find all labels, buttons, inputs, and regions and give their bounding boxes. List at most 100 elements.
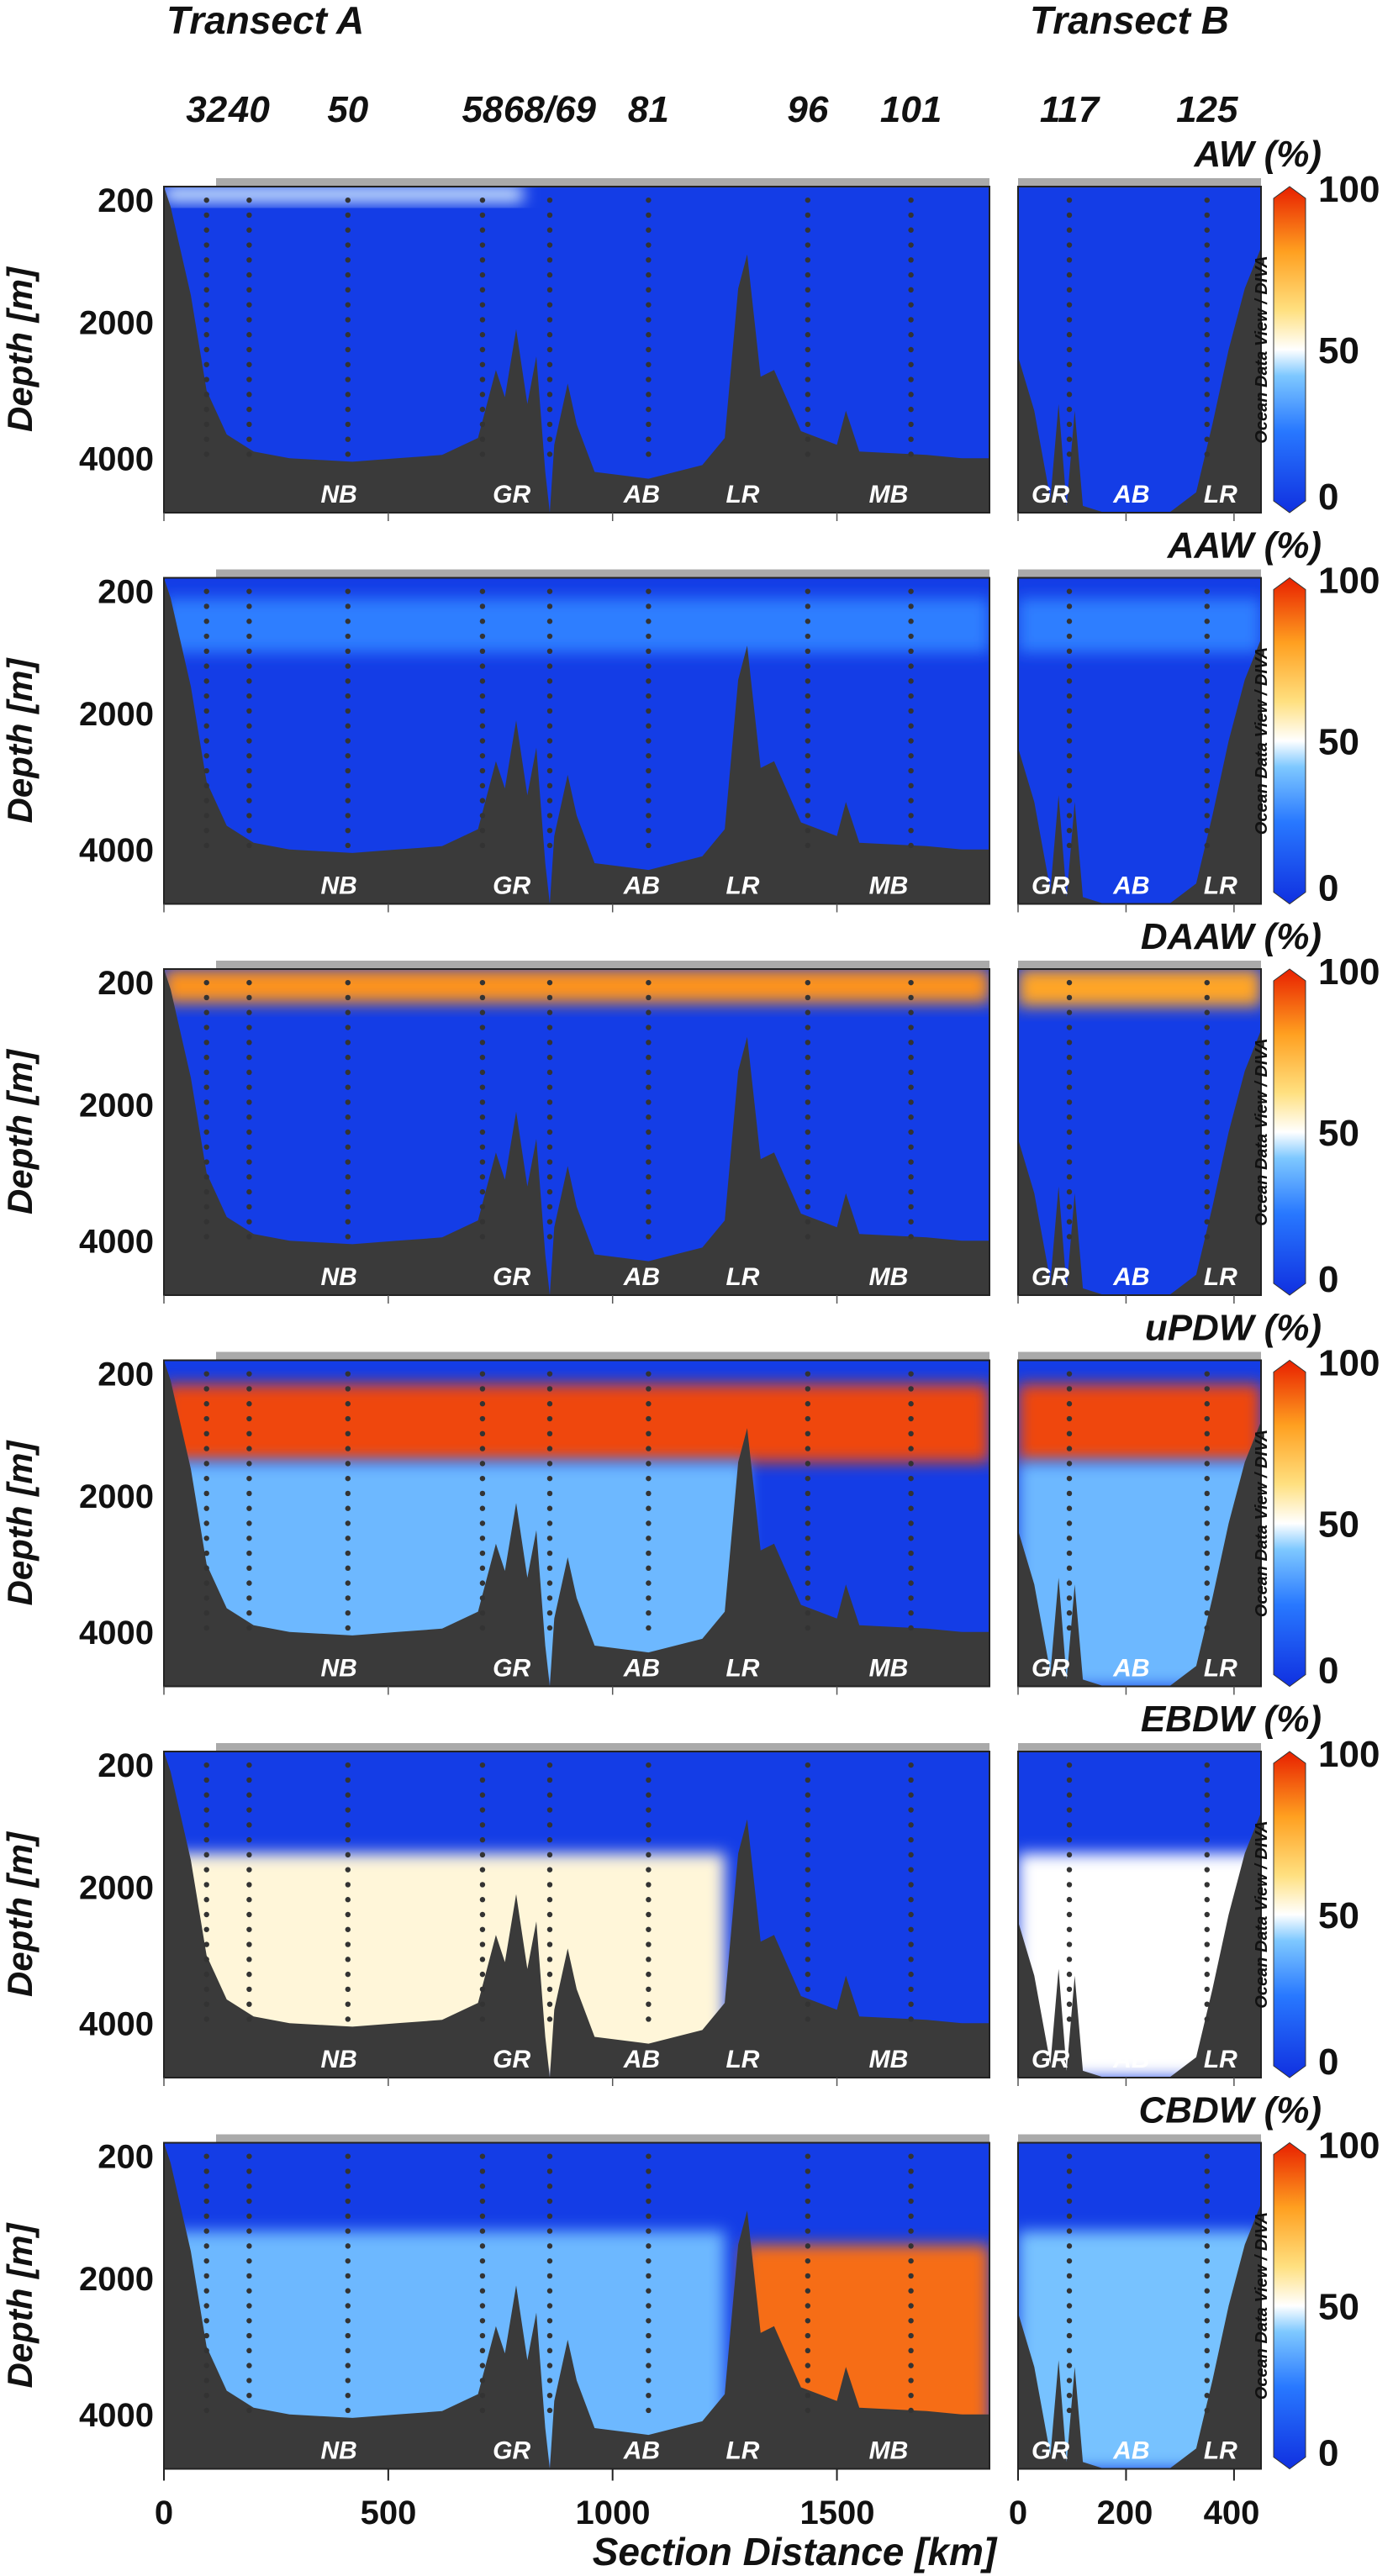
- station-sample-dot: [546, 2318, 553, 2324]
- station-sample-dot: [646, 2393, 652, 2399]
- x-axis-title: Section Distance [km]: [593, 2530, 998, 2573]
- station-sample-dot: [1204, 813, 1210, 819]
- station-sample-dot: [805, 1415, 811, 1422]
- station-sample-dot: [479, 767, 486, 774]
- feature-label: LR: [726, 872, 759, 900]
- station-sample-dot: [246, 2243, 252, 2249]
- station-sample-dot: [646, 436, 652, 442]
- station-sample-dot: [908, 1054, 914, 1061]
- y-tick-label: 2000: [79, 2261, 154, 2298]
- station-sample-dot: [203, 1025, 209, 1030]
- station-sample-dot: [246, 1009, 252, 1015]
- station-sample-dot: [908, 1188, 914, 1195]
- feature-label: AB: [1112, 481, 1149, 508]
- station-sample-dot: [1066, 2168, 1073, 2174]
- station-sample-dot: [203, 1234, 209, 1240]
- station-sample-dot: [546, 693, 553, 699]
- station-sample-dot: [345, 767, 351, 774]
- station-sample-dot: [1066, 1777, 1073, 1783]
- station-sample-dot: [1204, 782, 1210, 789]
- station-sample-dot: [1066, 2184, 1073, 2189]
- station-sample-dot: [1204, 1475, 1210, 1482]
- station-sample-dot: [203, 1762, 209, 1768]
- station-sample-dot: [1204, 1490, 1210, 1497]
- station-sample-dot: [908, 1565, 914, 1572]
- station-sample-dot: [246, 377, 252, 382]
- station-sample-dot: [1066, 1114, 1073, 1120]
- feature-label: LR: [1204, 2437, 1237, 2465]
- station-sample-dot: [1066, 1625, 1073, 1631]
- station-sample-dot: [805, 1580, 811, 1586]
- station-sample-dot: [546, 2198, 553, 2205]
- feature-label: AB: [623, 2437, 660, 2465]
- station-sample-dot: [246, 1926, 252, 1932]
- station-sample-dot: [203, 1625, 209, 1631]
- station-sample-dot: [479, 1822, 486, 1828]
- station-sample-dot: [546, 1926, 553, 1932]
- bathymetry: [164, 577, 989, 904]
- colorbar-tick: 50: [1318, 722, 1359, 763]
- station-sample-dot: [546, 1852, 553, 1858]
- station-sample-dot: [203, 1475, 209, 1482]
- transect-a-title: Transect A: [166, 0, 364, 42]
- station-sample-dot: [908, 798, 914, 803]
- station-sample-dot: [1066, 2228, 1073, 2234]
- station-sample-dot: [646, 1174, 652, 1180]
- station-sample-dot: [805, 2288, 811, 2294]
- station-sample-dot: [646, 1852, 652, 1858]
- station-sample-dot: [546, 619, 553, 624]
- station-sample-dot: [805, 2347, 811, 2354]
- station-sample-dot: [1066, 392, 1073, 398]
- station-sample-dot: [646, 1475, 652, 1482]
- station-sample-dot: [1204, 603, 1210, 609]
- station-sample-dot: [546, 767, 553, 774]
- station-sample-dot: [246, 619, 252, 624]
- station-sample-dot: [1204, 1069, 1210, 1076]
- station-sample-dot: [908, 2198, 914, 2205]
- station-sample-dot: [1066, 436, 1073, 442]
- station-sample-dot: [805, 1926, 811, 1932]
- station-sample-dot: [1204, 436, 1210, 442]
- station-sample-dot: [805, 1084, 811, 1090]
- station-sample-dot: [805, 1371, 811, 1377]
- section-top-bar: [216, 961, 989, 969]
- station-sample-dot: [203, 1401, 209, 1407]
- station-sample-dot: [479, 2213, 486, 2219]
- station-sample-dot: [546, 2347, 553, 2354]
- station-sample-dot: [1066, 1386, 1073, 1392]
- station-sample-dot: [203, 1505, 209, 1511]
- station-sample-dot: [1204, 2184, 1210, 2189]
- station-sample-dot: [646, 693, 652, 699]
- station-sample-dot: [546, 1446, 553, 1451]
- panel: Depth [m] 200 2000 4000 NB GR AB LR MB GR AB LR EBDW…: [0, 1699, 1380, 2086]
- station-sample-dot: [546, 1971, 553, 1978]
- station-sample-dot: [1066, 1099, 1073, 1105]
- station-sample-dot: [646, 317, 652, 323]
- station-sample-dot: [1066, 1836, 1073, 1843]
- station-sample-dot: [345, 1807, 351, 1813]
- station-sample-dot: [908, 1882, 914, 1888]
- station-sample-dot: [246, 1461, 252, 1467]
- station-sample-dot: [805, 2198, 811, 2205]
- station-sample-dot: [1066, 663, 1073, 669]
- station-label-b: 125: [1176, 89, 1238, 130]
- station-sample-dot: [908, 1461, 914, 1467]
- station-sample-dot: [546, 242, 553, 248]
- station-sample-dot: [479, 828, 486, 834]
- section-frame: [1017, 2141, 1262, 2470]
- station-sample-dot: [646, 287, 652, 293]
- water-mass-layer: [164, 969, 989, 1004]
- feature-label: LR: [1204, 481, 1237, 508]
- station-sample-dot: [345, 1882, 351, 1888]
- station-sample-dot: [908, 1580, 914, 1586]
- section-frame: [1017, 1751, 1262, 2078]
- station-sample-dot: [479, 332, 486, 338]
- station-sample-dot: [805, 197, 811, 203]
- station-sample-dot: [1204, 1762, 1210, 1768]
- station-sample-dot: [646, 1505, 652, 1511]
- station-sample-dot: [203, 2228, 209, 2234]
- station-sample-dot: [908, 648, 914, 654]
- station-sample-dot: [546, 1836, 553, 1843]
- station-sample-dot: [246, 451, 252, 457]
- station-sample-dot: [646, 197, 652, 203]
